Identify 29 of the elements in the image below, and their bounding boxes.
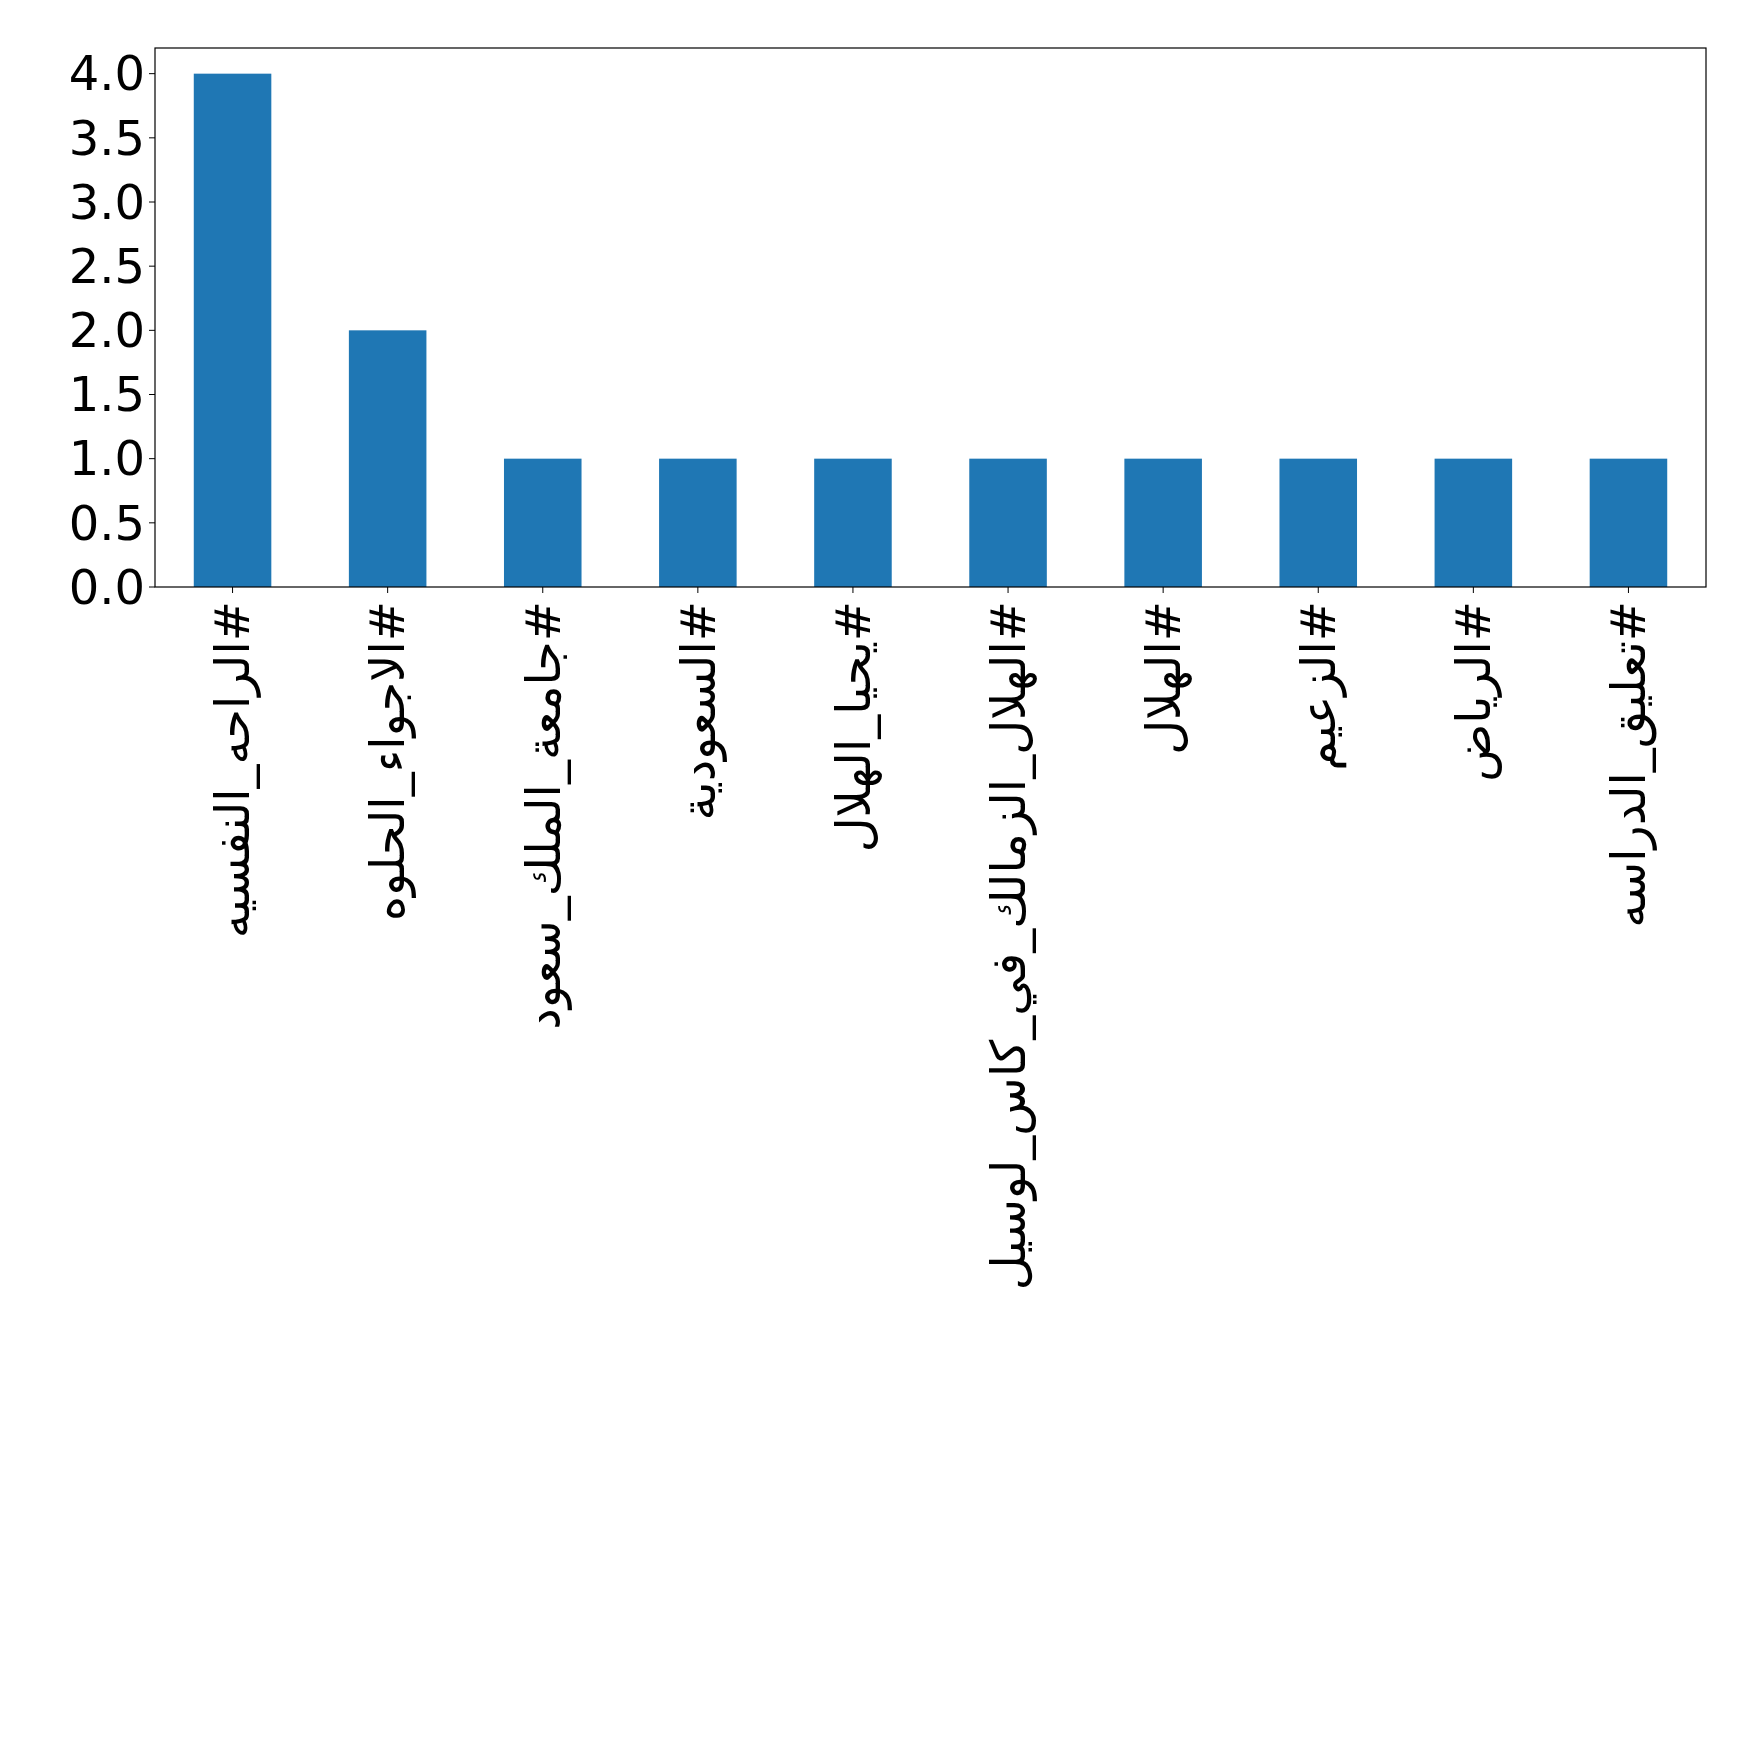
x-tick-label: #الراحه_النفسيه	[204, 601, 262, 939]
x-tick-label: #الهلال_الزمالك_في_كاس_لوسيل	[979, 601, 1037, 1291]
y-tick-label: 1.5	[68, 366, 145, 423]
y-tick-label: 1.0	[68, 430, 145, 487]
bar	[1589, 458, 1668, 587]
bar	[503, 458, 582, 587]
y-tick-label: 4.0	[68, 45, 145, 102]
y-tick-label: 2.5	[68, 237, 145, 294]
y-tick-label: 0.5	[68, 494, 145, 551]
x-tick-label: #جامعة_الملك_سعود	[514, 601, 572, 1030]
bar	[969, 458, 1047, 587]
bar	[659, 458, 737, 587]
bar	[348, 330, 427, 587]
bar	[814, 458, 892, 587]
bar	[1434, 458, 1513, 587]
x-tick-label: #السعودية	[669, 601, 727, 821]
x-tick-label: #يحيا_الهلال	[824, 601, 882, 853]
y-tick-label: 2.0	[68, 302, 145, 359]
x-tick-label: #الزعيم	[1290, 601, 1348, 771]
x-tick-label: #تعليق_الدراسه	[1600, 601, 1658, 928]
x-tick-label: #الهلال	[1134, 601, 1192, 755]
y-tick-label: 0.0	[68, 558, 145, 615]
y-tick-label: 3.0	[68, 173, 145, 230]
x-tick-label: #الرياض	[1445, 601, 1503, 782]
y-tick-label: 3.5	[68, 109, 145, 166]
bar	[1124, 458, 1202, 587]
bar	[193, 73, 272, 587]
bar	[1279, 458, 1358, 587]
x-tick-label: #الاجواء_الحلوه	[359, 601, 417, 922]
